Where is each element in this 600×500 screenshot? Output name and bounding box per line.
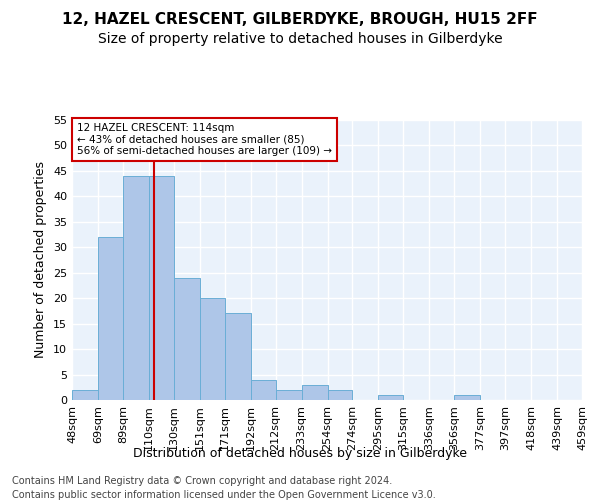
Bar bbox=[224, 314, 251, 400]
Bar bbox=[72, 390, 98, 400]
Bar bbox=[379, 395, 403, 400]
Bar bbox=[328, 390, 352, 400]
Bar bbox=[123, 176, 149, 400]
Bar bbox=[200, 298, 224, 400]
Bar bbox=[275, 390, 302, 400]
Bar bbox=[98, 237, 123, 400]
Bar bbox=[302, 384, 328, 400]
Bar bbox=[174, 278, 200, 400]
Text: Size of property relative to detached houses in Gilberdyke: Size of property relative to detached ho… bbox=[98, 32, 502, 46]
Text: 12, HAZEL CRESCENT, GILBERDYKE, BROUGH, HU15 2FF: 12, HAZEL CRESCENT, GILBERDYKE, BROUGH, … bbox=[62, 12, 538, 28]
Bar bbox=[251, 380, 275, 400]
Text: Contains HM Land Registry data © Crown copyright and database right 2024.: Contains HM Land Registry data © Crown c… bbox=[12, 476, 392, 486]
Text: 12 HAZEL CRESCENT: 114sqm
← 43% of detached houses are smaller (85)
56% of semi-: 12 HAZEL CRESCENT: 114sqm ← 43% of detac… bbox=[77, 123, 332, 156]
Y-axis label: Number of detached properties: Number of detached properties bbox=[34, 162, 47, 358]
Text: Distribution of detached houses by size in Gilberdyke: Distribution of detached houses by size … bbox=[133, 448, 467, 460]
Text: Contains public sector information licensed under the Open Government Licence v3: Contains public sector information licen… bbox=[12, 490, 436, 500]
Bar bbox=[454, 395, 480, 400]
Bar bbox=[149, 176, 174, 400]
